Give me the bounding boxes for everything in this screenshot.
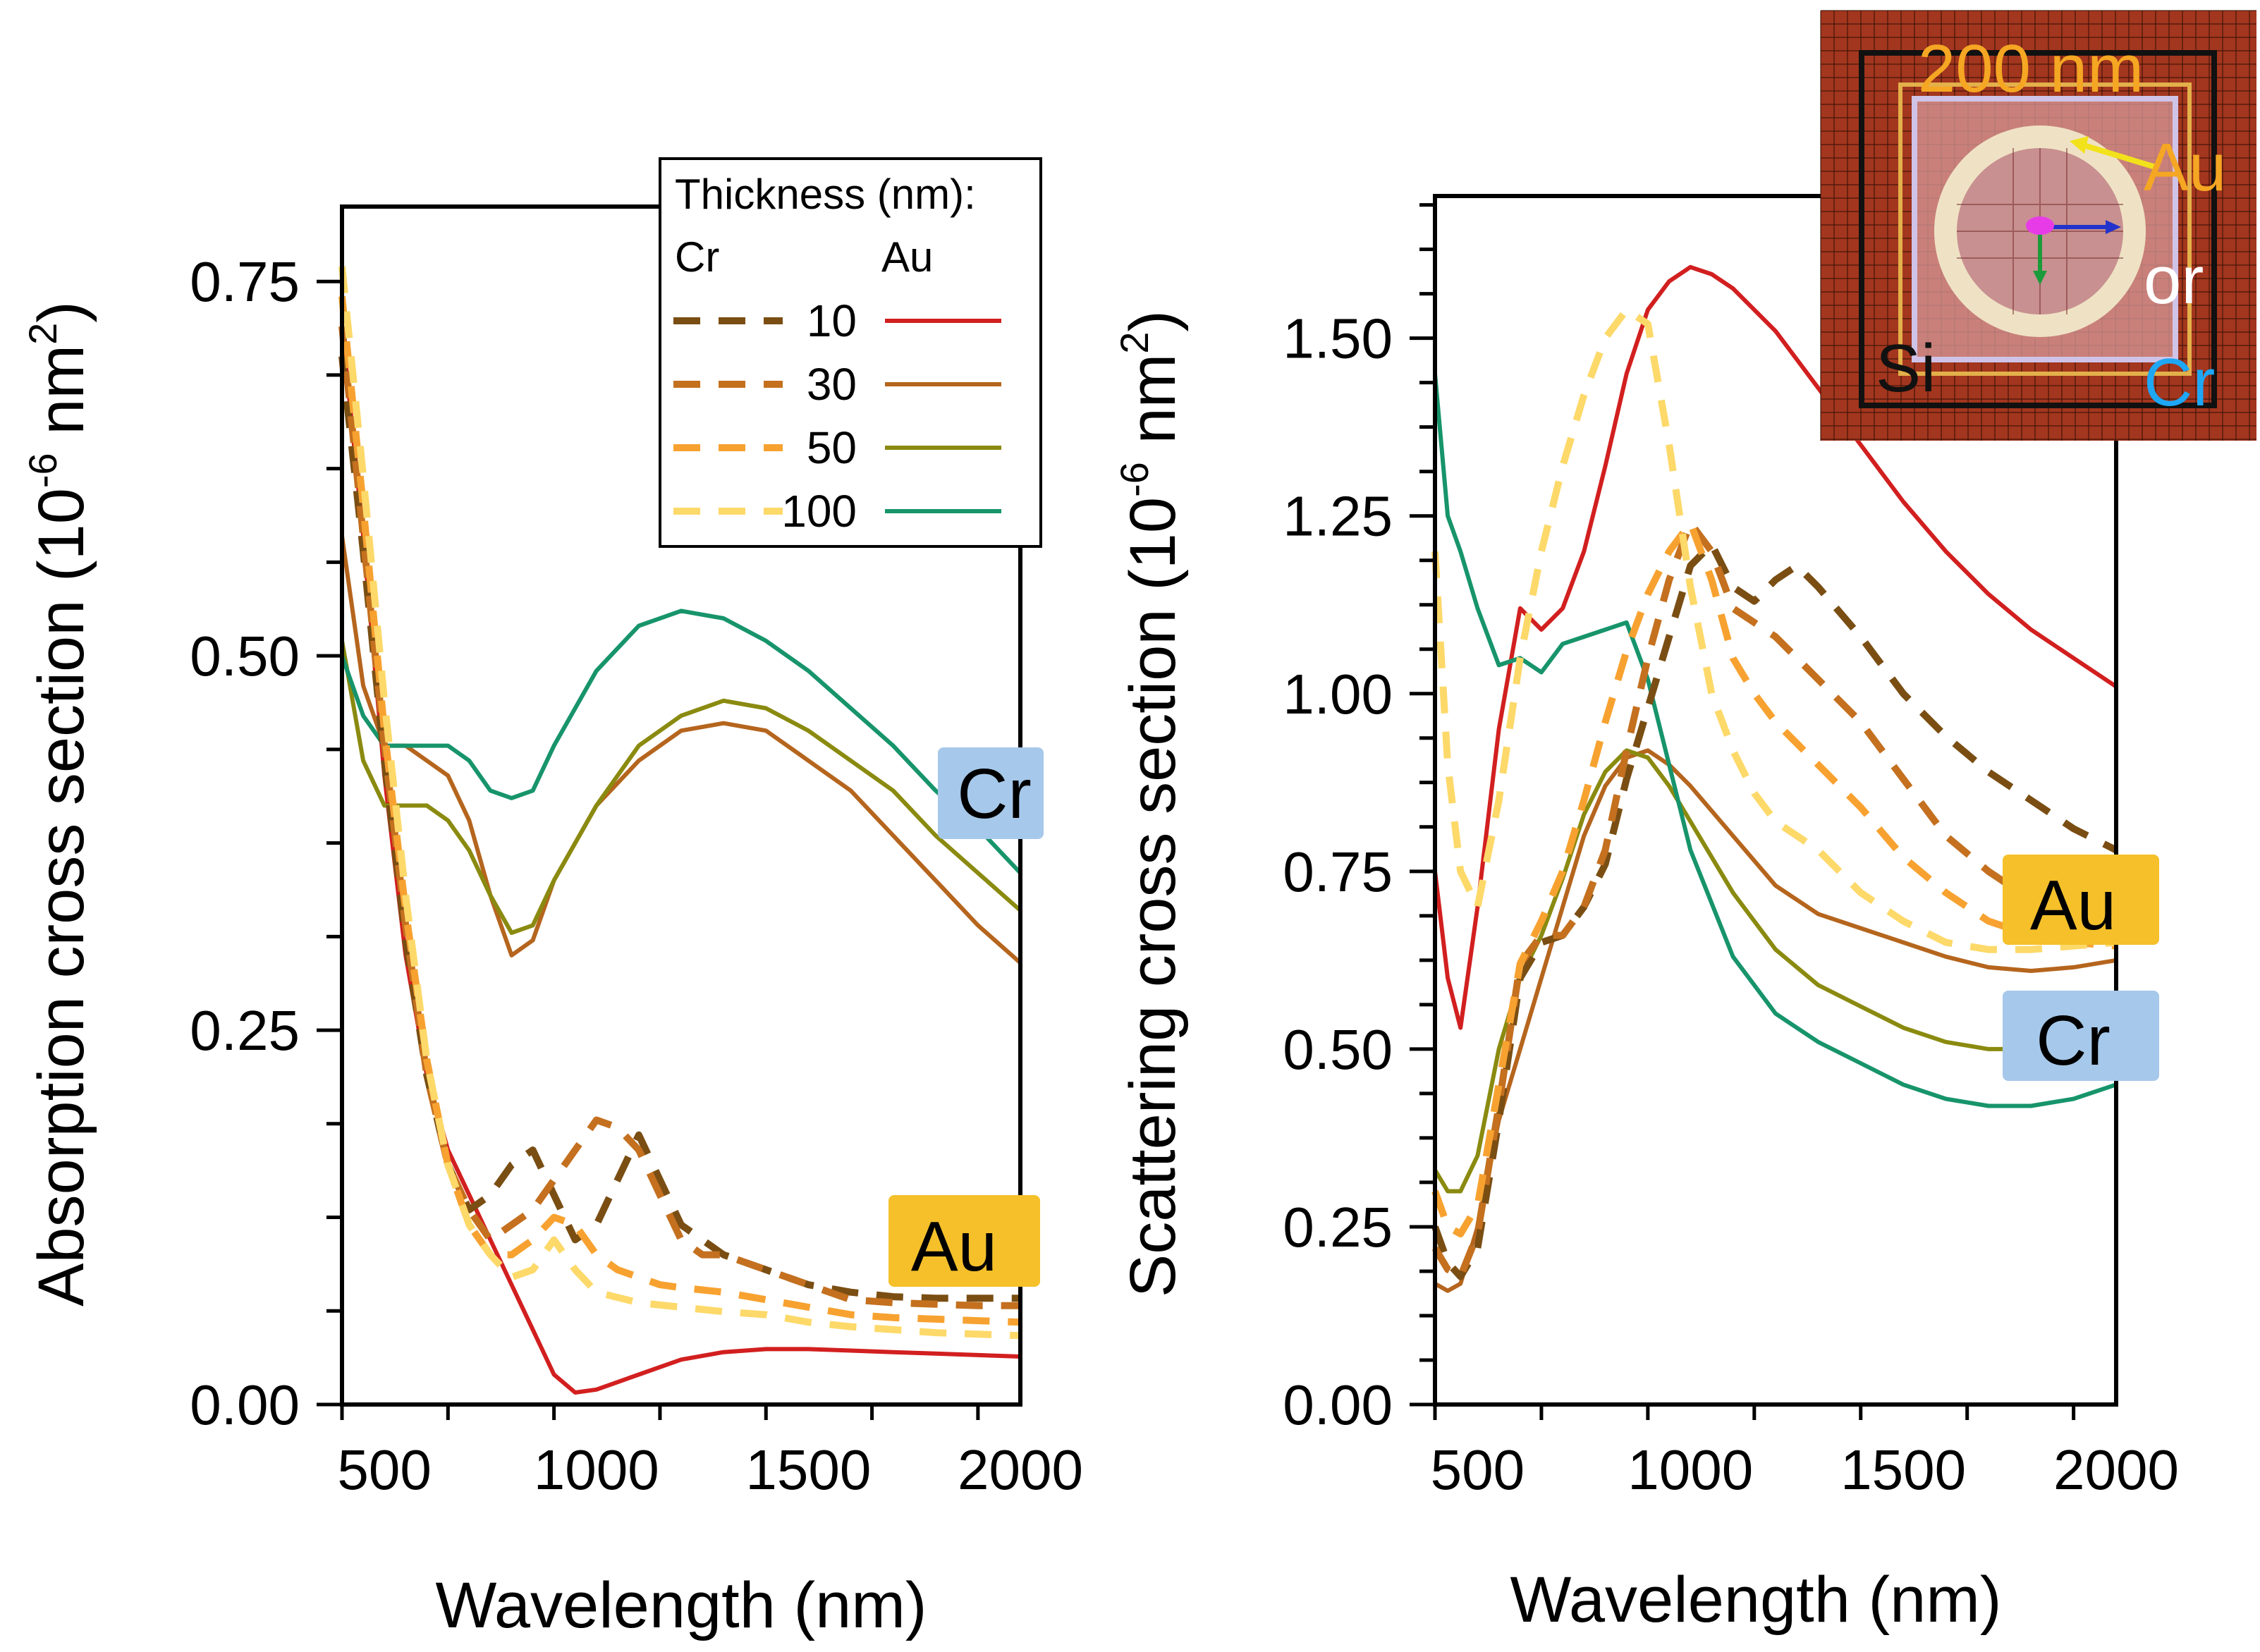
legend-title: Thickness (nm): bbox=[675, 171, 976, 218]
absorption-series-cr-50-nm bbox=[338, 295, 1021, 1326]
inset-substrate-outline bbox=[1859, 50, 2217, 408]
scattering-y-tick-label: 1.00 bbox=[1283, 663, 1393, 726]
scattering-ticks: 500 1000 1500 2000 0.00 0.25 0.50 0.75 1.00 1.25 1… bbox=[1283, 203, 2179, 1501]
inset-label-si: Si bbox=[1876, 331, 1936, 406]
scattering-x-tick-label: 500 bbox=[1431, 1438, 1525, 1501]
absorption-y-tick-label: 0.25 bbox=[190, 999, 300, 1062]
absorption-x-axis-label: Wavelength (nm) bbox=[435, 1570, 927, 1641]
scattering-series-cr-30-nm bbox=[1431, 519, 2117, 1280]
tag-left-cr: Cr bbox=[938, 747, 1044, 839]
tag-right-cr-label: Cr bbox=[2036, 1001, 2111, 1080]
scattering-y-tick-label: 0.00 bbox=[1283, 1373, 1393, 1436]
legend-row-label-30: 30 bbox=[807, 359, 857, 410]
absorption-series-au-30-nm bbox=[340, 535, 1022, 965]
absorption-y-tick-label: 0.75 bbox=[190, 250, 300, 313]
scattering-x-tick-label: 2000 bbox=[2053, 1438, 2179, 1501]
legend-row-label-50: 50 bbox=[807, 422, 857, 473]
tag-left-au: Au bbox=[888, 1195, 1040, 1287]
inset-label-cr: Cr bbox=[2144, 345, 2215, 420]
scattering-x-tick-label: 1500 bbox=[1840, 1438, 1966, 1501]
scattering-series-au-10-nm bbox=[1433, 264, 2118, 1030]
pointer-arrow-icon bbox=[2070, 136, 2159, 171]
absorption-y-tick-label: 0.50 bbox=[190, 625, 300, 687]
scattering-panel: 500 1000 1500 2000 0.00 0.25 0.50 0.75 1.00 1.25 1… bbox=[1112, 194, 2179, 1636]
tag-right-au: Au bbox=[2003, 855, 2159, 945]
absorption-y-tick-label: 0.00 bbox=[190, 1373, 300, 1436]
scattering-x-tick-label: 1000 bbox=[1627, 1438, 1753, 1501]
inset-frame-outer bbox=[1898, 82, 2192, 376]
absorption-ticks: 500 1000 1500 2000 0.00 0.25 0.50 0.75 bbox=[190, 250, 1083, 1501]
absorption-panel: 500 1000 1500 2000 0.00 0.25 0.50 0.75 Absorpti… bbox=[20, 157, 1083, 1641]
tag-right-au-label: Au bbox=[2030, 866, 2116, 945]
legend-column-au: Au bbox=[881, 233, 933, 281]
scattering-series bbox=[1431, 264, 2118, 1293]
scattering-plot-frame bbox=[1433, 194, 2118, 1407]
absorption-x-tick-label: 500 bbox=[337, 1438, 431, 1501]
scattering-y-tick-label: 0.50 bbox=[1283, 1018, 1393, 1081]
legend-box bbox=[659, 157, 1042, 548]
tag-left-cr-bg bbox=[938, 747, 1044, 839]
absorption-series bbox=[338, 266, 1022, 1395]
scattering-y-tick-label: 1.25 bbox=[1283, 485, 1393, 548]
inset-label-or: or bbox=[2144, 243, 2204, 318]
legend-row-label-100: 100 bbox=[781, 486, 857, 537]
tag-left-au-bg bbox=[888, 1195, 1040, 1287]
inset-scale-label: 200 nm bbox=[1918, 31, 2144, 106]
scattering-series-au-100-nm bbox=[1433, 373, 2117, 1108]
scattering-y-tick-label: 1.50 bbox=[1283, 307, 1393, 370]
scattering-y-axis-label: Scattering cross section (10-6 nm2) bbox=[1112, 310, 1189, 1297]
scattering-y-tick-label: 0.25 bbox=[1283, 1196, 1393, 1259]
inset-label-au: Au bbox=[2144, 130, 2226, 205]
legend: Thickness (nm): Cr Au 10 30 50 100 bbox=[659, 157, 1042, 548]
absorption-series-cr-100-nm bbox=[338, 266, 1021, 1340]
absorption-series-au-50-nm bbox=[340, 640, 1022, 935]
scattering-series-au-50-nm bbox=[1433, 748, 2010, 1194]
legend-row-label-10: 10 bbox=[807, 295, 857, 346]
absorption-x-tick-label: 1000 bbox=[534, 1438, 659, 1501]
source-axes-icon bbox=[2026, 216, 2121, 285]
tag-right-au-bg bbox=[2003, 855, 2159, 945]
tag-left-cr-label: Cr bbox=[957, 754, 1032, 833]
tag-right-cr-bg bbox=[2003, 991, 2159, 1081]
absorption-x-tick-label: 2000 bbox=[958, 1438, 1083, 1501]
tag-right-cr: Cr bbox=[2003, 991, 2159, 1081]
absorption-series-au-100-nm bbox=[340, 608, 1022, 875]
legend-rows: 10 30 50 100 bbox=[673, 295, 1001, 537]
absorption-x-tick-label: 1500 bbox=[745, 1438, 871, 1501]
legend-column-cr: Cr bbox=[675, 233, 719, 281]
absorption-y-axis-label: Absorption cross section (10-6 nm2) bbox=[20, 301, 97, 1307]
tag-left-au-label: Au bbox=[911, 1207, 997, 1286]
scattering-x-axis-label: Wavelength (nm) bbox=[1510, 1564, 2001, 1636]
scattering-y-tick-label: 0.75 bbox=[1283, 840, 1393, 903]
scattering-series-cr-100-nm bbox=[1431, 306, 2117, 953]
structure-inset: 200 nm Au or Cr Si bbox=[1820, 10, 2256, 441]
scattering-series-cr-10-nm bbox=[1431, 541, 2118, 1280]
